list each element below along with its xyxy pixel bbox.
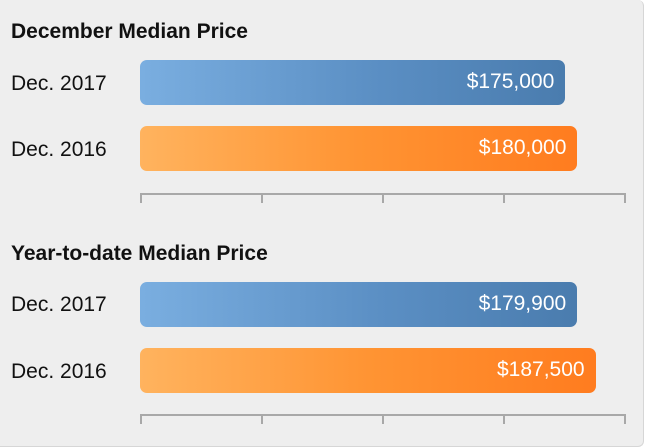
x-axis-tick [261, 414, 263, 424]
x-axis-tick [624, 414, 626, 424]
bar-value-label: $180,000 [478, 136, 567, 159]
x-axis-tick [140, 414, 142, 424]
category-label: Dec. 2016 [11, 360, 107, 383]
bar-value-label: $187,500 [497, 358, 585, 381]
x-axis [140, 414, 626, 424]
category-label: Dec. 2017 [11, 293, 107, 316]
x-axis-tick [624, 193, 626, 203]
year-to-date-median-section: Year-to-date Median Price Dec. 2017 $179… [0, 222, 643, 434]
bar: $175,000 [140, 60, 566, 105]
chart-title: December Median Price [11, 20, 248, 43]
x-axis-tick [140, 193, 142, 203]
x-axis-tick [261, 193, 263, 203]
x-axis-tick [382, 414, 384, 424]
bar: $180,000 [140, 126, 578, 171]
category-label: Dec. 2016 [11, 138, 107, 161]
chart-title: Year-to-date Median Price [11, 242, 268, 265]
x-axis-tick [503, 414, 505, 424]
bar-value-label: $175,000 [466, 70, 555, 93]
bar-value-label: $179,900 [478, 292, 567, 315]
category-label: Dec. 2017 [11, 72, 107, 95]
x-axis [140, 193, 626, 203]
bar: $187,500 [140, 348, 596, 393]
x-axis-tick [503, 193, 505, 203]
december-median-section: December Median Price Dec. 2017 $175,000… [0, 0, 643, 212]
bar: $179,900 [140, 282, 578, 327]
x-axis-tick [382, 193, 384, 203]
